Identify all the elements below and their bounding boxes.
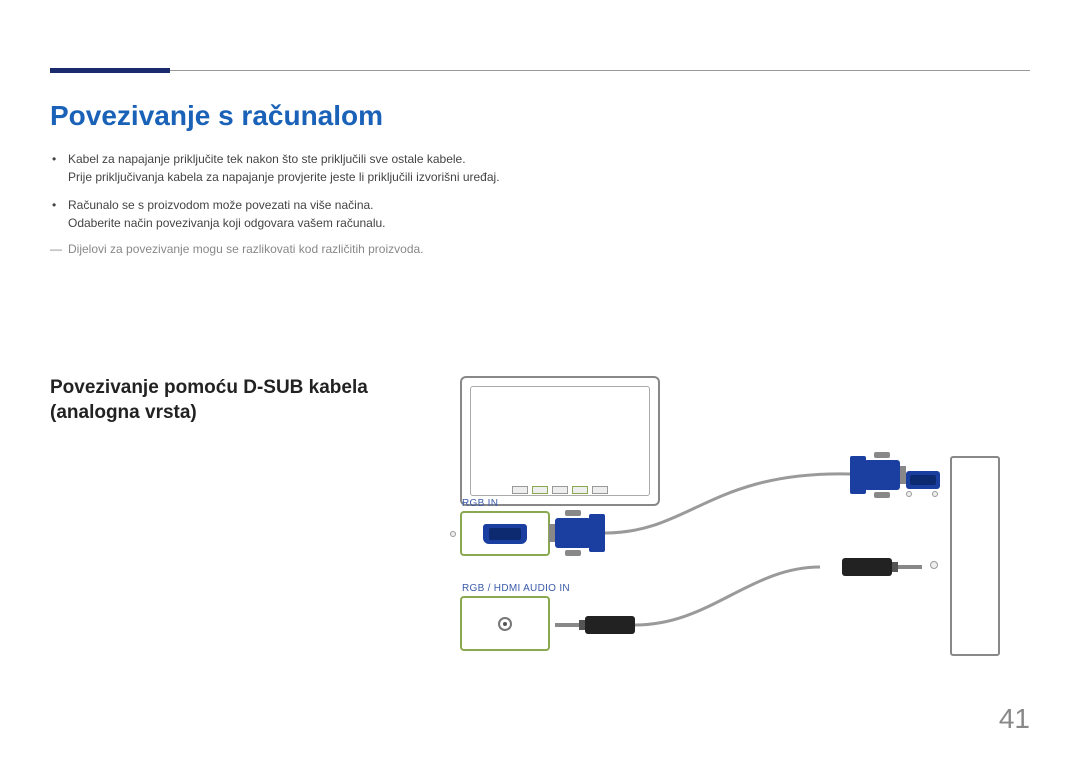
audio-plug-left-icon	[555, 616, 635, 634]
pc-vga-port-icon	[906, 471, 940, 489]
bullet-item: Računalo se s proizvodom može povezati n…	[50, 196, 1030, 232]
bullet-line: Prije priključivanja kabela za napajanje…	[68, 170, 500, 184]
monitor-port-row	[512, 486, 608, 494]
bullet-line: Kabel za napajanje priključite tek nakon…	[68, 152, 466, 166]
subtitle-line: Povezivanje pomoću D-SUB kabela	[50, 377, 368, 398]
monitor-port-rgb-highlight	[532, 486, 548, 494]
top-rule	[50, 70, 1030, 71]
monitor-port	[552, 486, 568, 494]
vga-plug-right-icon	[850, 456, 900, 494]
monitor-back-icon	[460, 376, 660, 506]
bullet-line: Odaberite način povezivanja koji odgovar…	[68, 216, 386, 230]
port-label-audio: RGB / HDMI AUDIO IN	[462, 583, 570, 594]
bullet-item: Kabel za napajanje priključite tek nakon…	[50, 150, 1030, 186]
monitor-inner	[470, 386, 650, 496]
page-number: 41	[999, 703, 1030, 735]
vga-socket-icon	[483, 524, 527, 544]
monitor-port	[592, 486, 608, 494]
bullet-list: Kabel za napajanje priključite tek nakon…	[50, 150, 1030, 232]
subtitle-line: (analogna vrsta)	[50, 402, 197, 423]
top-rule-accent	[50, 68, 170, 73]
audio-socket-icon	[498, 617, 512, 631]
audio-cable-path	[635, 567, 820, 625]
page-title: Povezivanje s računalom	[50, 100, 1030, 132]
vga-plug-left-icon	[555, 514, 605, 552]
monitor-port-audio-highlight	[572, 486, 588, 494]
section-subtitle: Povezivanje pomoću D-SUB kabela (analogn…	[50, 376, 430, 425]
port-label-rgb: RGB IN	[462, 498, 498, 509]
bullet-line: Računalo se s proizvodom može povezati n…	[68, 198, 374, 212]
port-box-audio	[460, 596, 550, 651]
note-text: Dijelovi za povezivanje mogu se razlikov…	[50, 242, 1030, 256]
pc-tower-icon	[950, 456, 1000, 656]
port-box-rgb	[460, 511, 550, 556]
monitor-port	[512, 486, 528, 494]
pc-audio-jack-icon	[930, 561, 938, 569]
connection-diagram: RGB IN RGB / HDMI AUDIO IN	[450, 376, 1010, 696]
audio-plug-right-icon	[842, 558, 922, 576]
pc-vga-screws-icon	[906, 491, 938, 497]
